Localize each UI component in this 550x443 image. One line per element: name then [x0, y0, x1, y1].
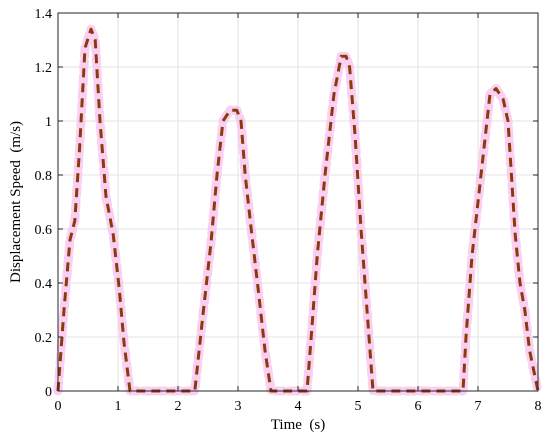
x-tick-label: 8 — [535, 399, 542, 414]
x-tick-label: 6 — [415, 399, 422, 414]
x-tick-label: 3 — [235, 399, 242, 414]
x-tick-label: 2 — [175, 399, 182, 414]
y-tick-label: 0.2 — [35, 331, 53, 346]
y-tick-label: 0.8 — [35, 169, 53, 184]
y-tick-label: 0.4 — [35, 277, 53, 292]
axis-ticks: 0 1 2 3 4 5 6 7 8 0 0.2 0.4 0.6 0.8 1 1.2 1.4 — [35, 7, 542, 414]
x-tick-label: 5 — [355, 399, 362, 414]
y-tick-label: 1.4 — [35, 7, 53, 22]
y-tick-label: 0.6 — [35, 223, 53, 238]
y-axis-title: Displacement Speed (m/s) — [8, 121, 24, 283]
x-tick-label: 7 — [475, 399, 482, 414]
y-tick-label: 1 — [45, 115, 52, 130]
x-axis-title: Time (s) — [271, 417, 325, 433]
y-tick-label: 0 — [45, 385, 52, 400]
series-line — [56, 27, 540, 393]
x-tick-label: 1 — [115, 399, 122, 414]
x-tick-label: 0 — [55, 399, 62, 414]
series-layer — [53, 24, 543, 396]
y-tick-label: 1.2 — [35, 61, 53, 76]
x-tick-label: 4 — [295, 399, 302, 414]
